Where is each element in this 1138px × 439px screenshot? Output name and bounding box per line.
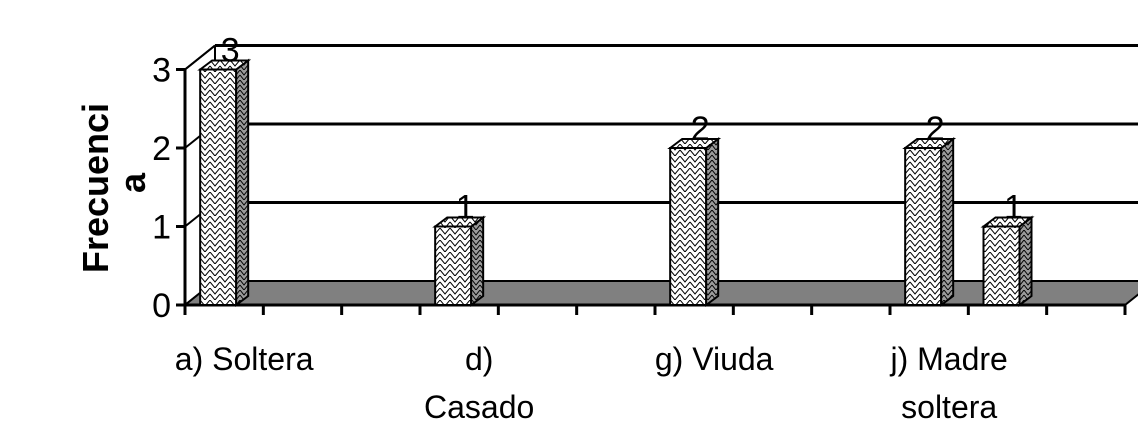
bar-top: [980, 216, 1035, 228]
axes: [176, 68, 1127, 315]
x-category-label: d) Casado: [424, 341, 534, 425]
y-tick-label: 3: [152, 52, 171, 90]
data-label: 1: [1004, 189, 1023, 227]
bar-front: [904, 147, 943, 306]
y-tick-label: 0: [152, 287, 171, 325]
bar-top: [667, 138, 722, 149]
data-label: 2: [926, 110, 945, 148]
y-tick-labels: 0 1 2 3: [152, 52, 171, 326]
bar: [197, 58, 252, 307]
bar: [432, 215, 487, 307]
x-category-label: a) Soltera: [175, 341, 314, 377]
bar-side: [1018, 215, 1033, 307]
y-tick-label: 1: [152, 209, 171, 247]
x-category-label: g) Viuda: [655, 341, 774, 377]
y-axis-label: Frecuenci a: [75, 93, 153, 273]
x-category-label-line: a) Soltera: [175, 341, 314, 377]
data-label: 2: [691, 110, 710, 148]
bar-side: [940, 137, 955, 307]
bar-front: [982, 225, 1021, 306]
bar-side: [470, 215, 485, 307]
y-axis-label-line-1: Frecuenci: [75, 103, 116, 273]
bar: [980, 215, 1035, 307]
x-category-label-line: soltera: [901, 389, 997, 425]
bar-top: [902, 138, 957, 149]
x-category-label: j) Madre soltera: [889, 341, 1007, 425]
data-labels: 3 1 2 2 1: [221, 32, 1023, 227]
x-category-label-line: d): [465, 341, 493, 377]
data-label: 3: [221, 32, 240, 70]
bar: [902, 137, 957, 307]
bar-side: [235, 58, 250, 307]
x-category-label-line: g) Viuda: [655, 341, 774, 377]
y-tick-label: 2: [152, 130, 171, 168]
bar-side: [705, 137, 720, 307]
bar-front: [199, 68, 238, 306]
bars: [197, 58, 1035, 307]
x-category-label-line: j) Madre: [889, 341, 1007, 377]
x-category-label-line: Casado: [424, 389, 534, 425]
bar: [667, 137, 722, 307]
y-axis-label-line-2: a: [112, 172, 153, 193]
bar-front: [434, 225, 473, 306]
data-label: 1: [456, 189, 475, 227]
bar-front: [669, 147, 708, 306]
category-labels: a) Soltera d) Casado g) Viuda j) Madre solter…: [175, 341, 1008, 425]
bar-top: [432, 216, 487, 228]
left-wall-line: [184, 44, 216, 71]
bar-top: [197, 59, 252, 71]
